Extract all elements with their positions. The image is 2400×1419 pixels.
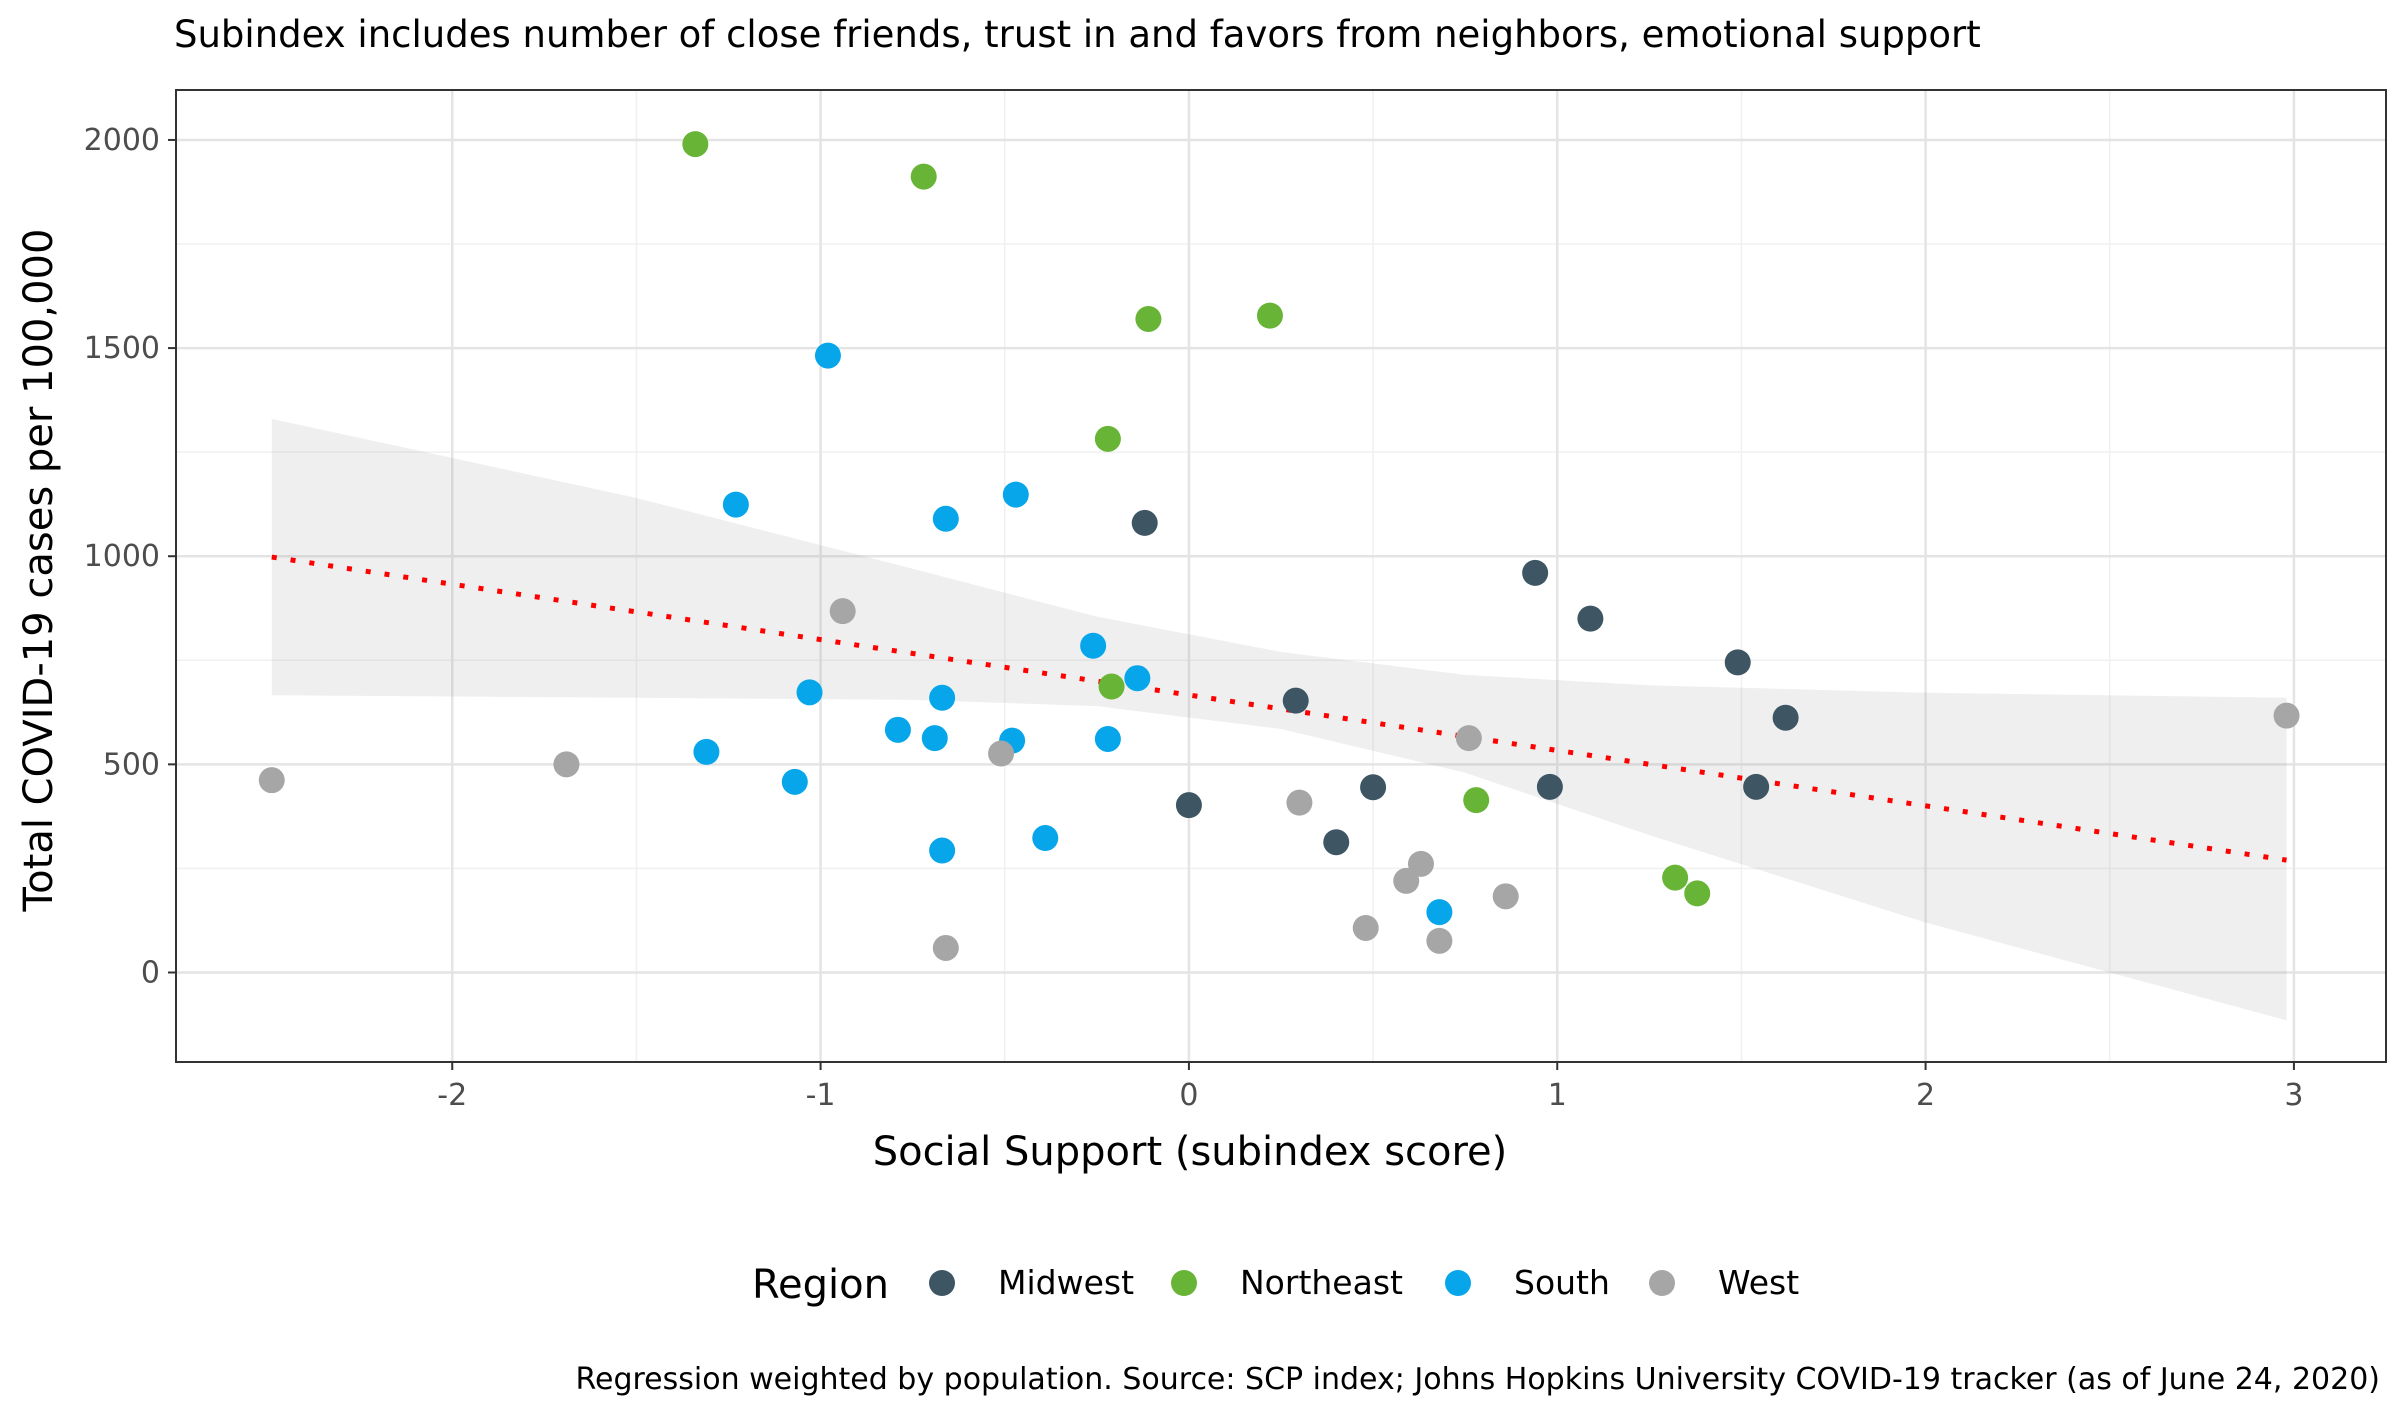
data-point-south [1080, 632, 1107, 659]
data-point-west [1426, 927, 1453, 954]
plot-panel [175, 89, 2387, 1063]
data-point-south [1002, 481, 1029, 508]
legend-label-west: West [1718, 1263, 1799, 1302]
data-point-south [921, 725, 948, 752]
data-point-midwest [1175, 792, 1202, 819]
data-point-west [1492, 883, 1519, 910]
data-point-west [1407, 850, 1434, 877]
data-point-south [1094, 725, 1121, 752]
legend-key-west [1649, 1270, 1675, 1296]
x-tick-label: 3 [2284, 1078, 2303, 1113]
data-point-midwest [1360, 774, 1387, 801]
data-point-south [796, 679, 823, 706]
legend-label-northeast: Northeast [1240, 1263, 1403, 1302]
data-point-midwest [1772, 704, 1799, 731]
data-point-northeast [1135, 305, 1162, 332]
legend: Region Midwest Northeast South West [752, 1262, 1799, 1308]
data-point-south [884, 716, 911, 743]
data-point-midwest [1536, 773, 1563, 800]
data-point-northeast [1463, 787, 1490, 814]
data-point-west [258, 767, 285, 794]
data-point-west [1352, 914, 1379, 941]
x-tick-label: 2 [1916, 1078, 1935, 1113]
data-point-midwest [1743, 773, 1770, 800]
confidence-band [271, 418, 2287, 1021]
x-tick-label: 0 [1179, 1078, 1198, 1113]
legend-key-northeast [1171, 1270, 1197, 1296]
y-tick-label: 1500 [84, 331, 160, 366]
data-point-west [553, 751, 580, 778]
y-tick-label: 500 [103, 747, 160, 782]
data-point-midwest [1724, 649, 1751, 676]
data-point-midwest [1131, 509, 1158, 536]
data-point-south [1124, 665, 1151, 692]
series-south [693, 342, 1453, 926]
data-point-south [693, 738, 720, 765]
data-point-northeast [1684, 880, 1711, 907]
data-point-west [2273, 702, 2300, 729]
series-northeast [682, 131, 1711, 907]
y-tick-label: 1000 [84, 539, 160, 574]
y-tick-label: 0 [141, 956, 160, 991]
chart-caption: Regression weighted by population. Sourc… [576, 1362, 2381, 1397]
data-point-south [722, 491, 749, 518]
data-point-northeast [682, 131, 709, 158]
data-point-west [1286, 789, 1313, 816]
x-tick-label: -1 [806, 1078, 836, 1113]
data-point-west [988, 740, 1015, 767]
data-point-west [1393, 867, 1420, 894]
y-axis-ticks: 0 500 1000 1500 2000 [84, 123, 176, 991]
data-point-south [781, 768, 808, 795]
data-point-south [814, 342, 841, 369]
data-point-northeast [910, 163, 937, 190]
data-point-northeast [1094, 425, 1121, 452]
data-point-northeast [1098, 673, 1125, 700]
legend-title: Region [752, 1262, 889, 1308]
legend-key-midwest [929, 1270, 955, 1296]
data-point-northeast [1256, 302, 1283, 329]
series-west [258, 598, 2300, 961]
data-point-south [1426, 899, 1453, 926]
x-tick-label: -2 [437, 1078, 467, 1113]
x-axis-ticks: -2 -1 0 1 2 3 [437, 1062, 2303, 1113]
x-axis-title: Social Support (subindex score) [873, 1129, 1508, 1175]
legend-label-south: South [1514, 1263, 1610, 1302]
legend-key-south [1445, 1270, 1471, 1296]
data-point-midwest [1522, 559, 1549, 586]
data-point-midwest [1282, 687, 1309, 714]
y-tick-label: 2000 [84, 123, 160, 158]
data-point-west [1455, 725, 1482, 752]
data-point-midwest [1323, 829, 1350, 856]
data-point-south [932, 505, 959, 532]
series-midwest [1131, 509, 1799, 856]
chart-subtitle: Subindex includes number of close friend… [174, 13, 1981, 56]
panel-border [175, 89, 2387, 1063]
data-point-south [929, 684, 956, 711]
data-point-midwest [1577, 605, 1604, 632]
data-point-west [829, 598, 856, 625]
y-axis-title: Total COVID-19 cases per 100,000 [16, 229, 62, 913]
data-point-south [929, 837, 956, 864]
legend-label-midwest: Midwest [998, 1263, 1134, 1302]
panel-background [176, 90, 2386, 1062]
x-tick-label: 1 [1548, 1078, 1567, 1113]
data-point-west [932, 934, 959, 961]
data-point-south [1032, 825, 1059, 852]
data-point-northeast [1662, 864, 1689, 891]
